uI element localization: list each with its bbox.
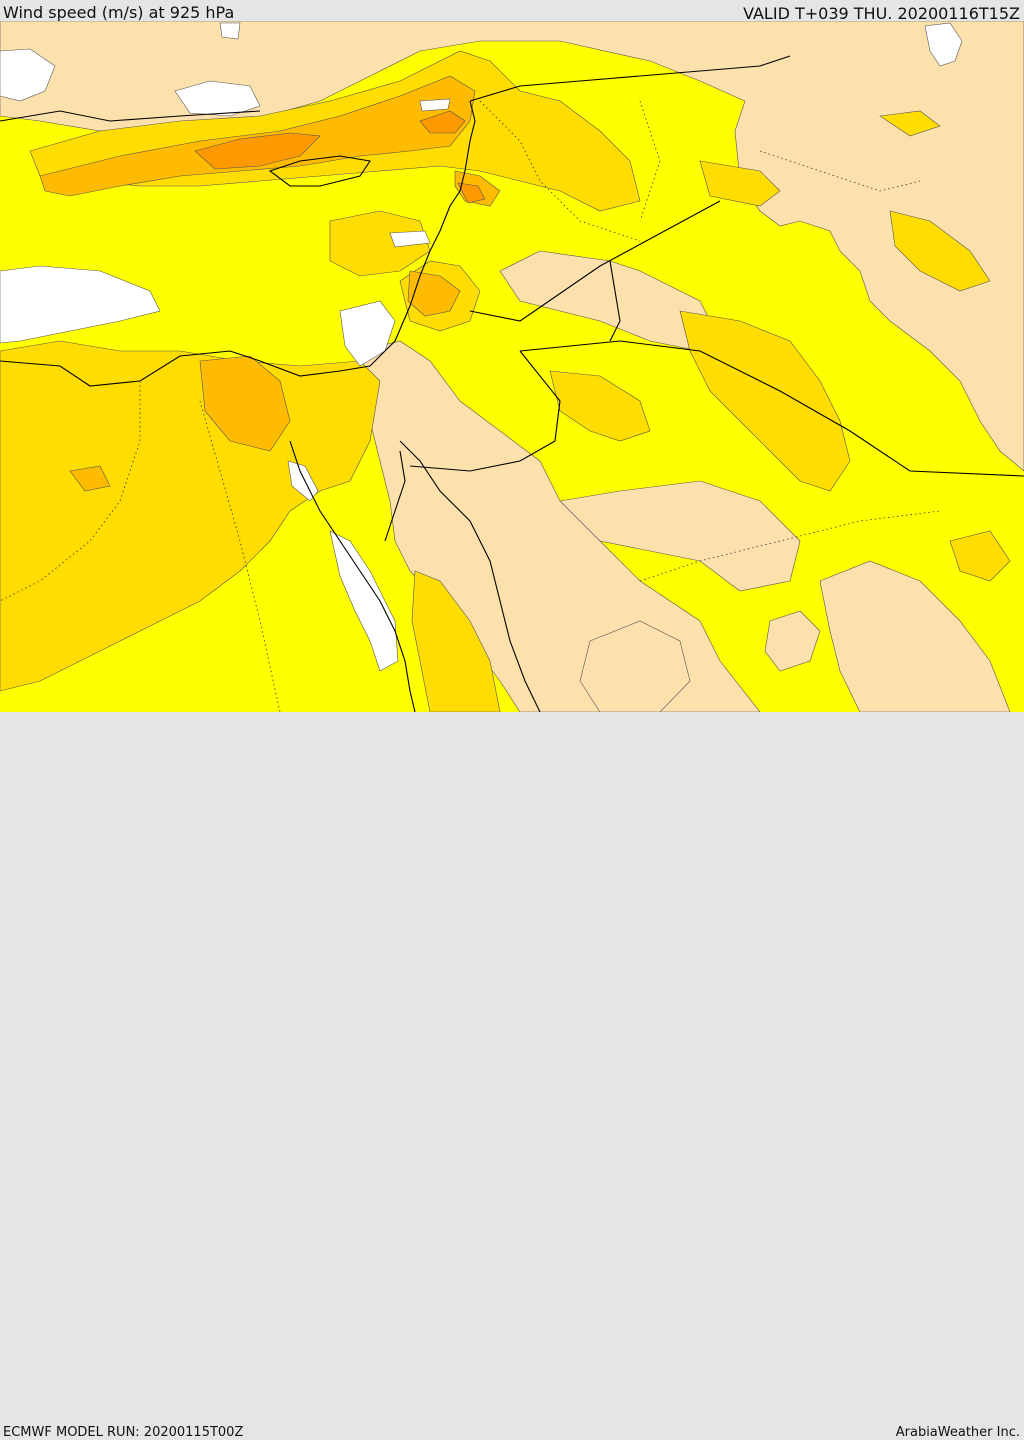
gale-wind-regions: [194, 110, 486, 204]
model-run: ECMWF MODEL RUN: 20200115T00Z: [3, 1425, 244, 1440]
footer-bar: ECMWF MODEL RUN: 20200115T00Z ArabiaWeat…: [0, 712, 1024, 1440]
brand-credit: ArabiaWeather Inc.: [895, 1425, 1020, 1440]
calm-wind-regions: [0, 22, 963, 672]
map-title: Wind speed (m/s) at 925 hPa: [3, 3, 235, 22]
wind-speed-map: [0, 21, 1024, 712]
valid-time: VALID T+039 THU. 20200116T15Z: [743, 4, 1020, 23]
header-bar: Wind speed (m/s) at 925 hPa VALID T+039 …: [0, 0, 1024, 23]
admin-borders: [0, 100, 941, 712]
coastlines-borders: [0, 55, 1024, 712]
